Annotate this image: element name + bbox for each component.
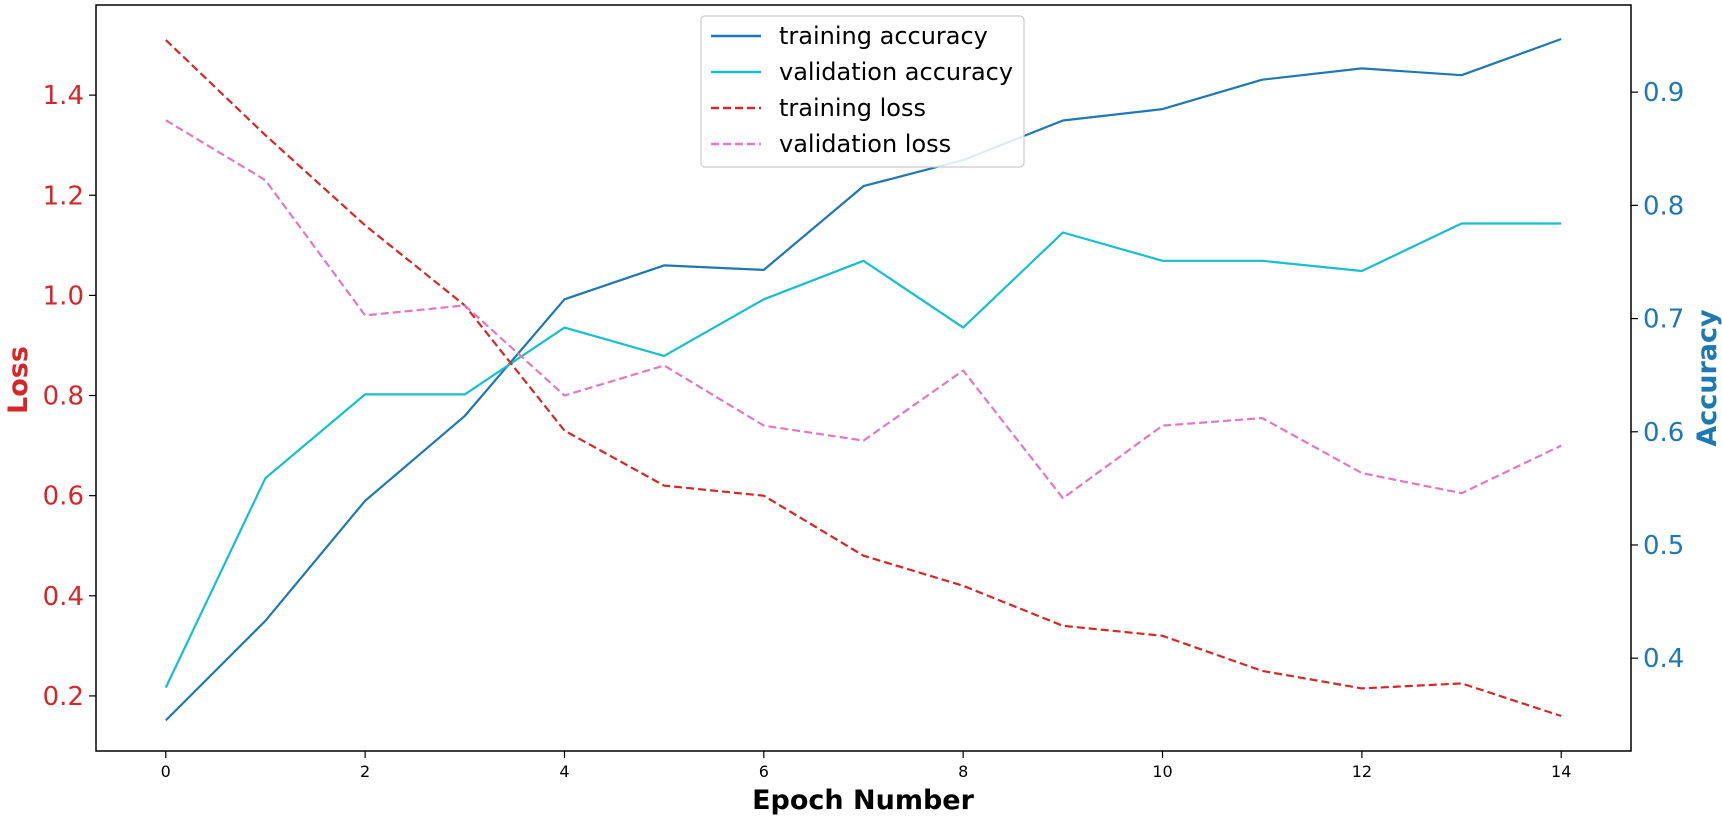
legend: training accuracy validation accuracy trai… [700,15,1025,168]
series-layer [164,37,1562,722]
left-axis-title: Loss [3,346,34,414]
left-tick-label: 0.4 [43,582,84,612]
series-line-validation-loss [165,119,1562,500]
x-tick-label: 4 [559,762,569,781]
x-tick-label: 14 [1551,762,1571,781]
x-tick-label: 2 [360,762,370,781]
plot-frame [95,4,1632,752]
left-tick-label: 0.2 [43,682,84,712]
x-axis-title: Epoch Number [752,785,975,816]
right-axis-ticks: 0.4 0.5 0.6 0.7 0.8 0.9 [1631,78,1684,674]
legend-label: training loss [779,94,926,122]
x-tick-label: 6 [759,762,769,781]
series-line-validation-accuracy [164,222,1562,689]
legend-items: training accuracy validation accuracy trai… [711,22,1013,158]
x-tick-label: 12 [1352,762,1372,781]
right-tick-label: 0.7 [1643,305,1684,335]
x-axis-ticks: 0 2 4 6 8 10 12 14 [161,751,1571,781]
x-tick-label: 8 [958,762,968,781]
series-line-training-accuracy [165,37,1562,722]
right-tick-label: 0.4 [1643,644,1684,674]
x-tick-label: 0 [161,762,171,781]
right-axis-title: Accuracy [1692,309,1722,447]
legend-label: validation loss [779,130,951,158]
left-tick-label: 0.6 [43,482,84,512]
legend-label: validation accuracy [779,58,1013,86]
left-tick-label: 0.8 [43,382,84,412]
left-tick-label: 1.4 [43,81,84,111]
left-tick-label: 1.2 [43,181,84,211]
right-tick-label: 0.9 [1643,78,1684,108]
left-axis-ticks: 0.2 0.4 0.6 0.8 1.0 1.2 1.4 [43,81,96,712]
left-tick-label: 1.0 [43,281,84,311]
legend-label: training accuracy [779,22,988,50]
right-tick-label: 0.8 [1643,191,1684,221]
right-tick-label: 0.6 [1643,418,1684,448]
right-tick-label: 0.5 [1643,531,1684,561]
legend-box [700,15,1025,168]
x-tick-label: 10 [1152,762,1172,781]
series-line-training-loss [165,39,1562,718]
